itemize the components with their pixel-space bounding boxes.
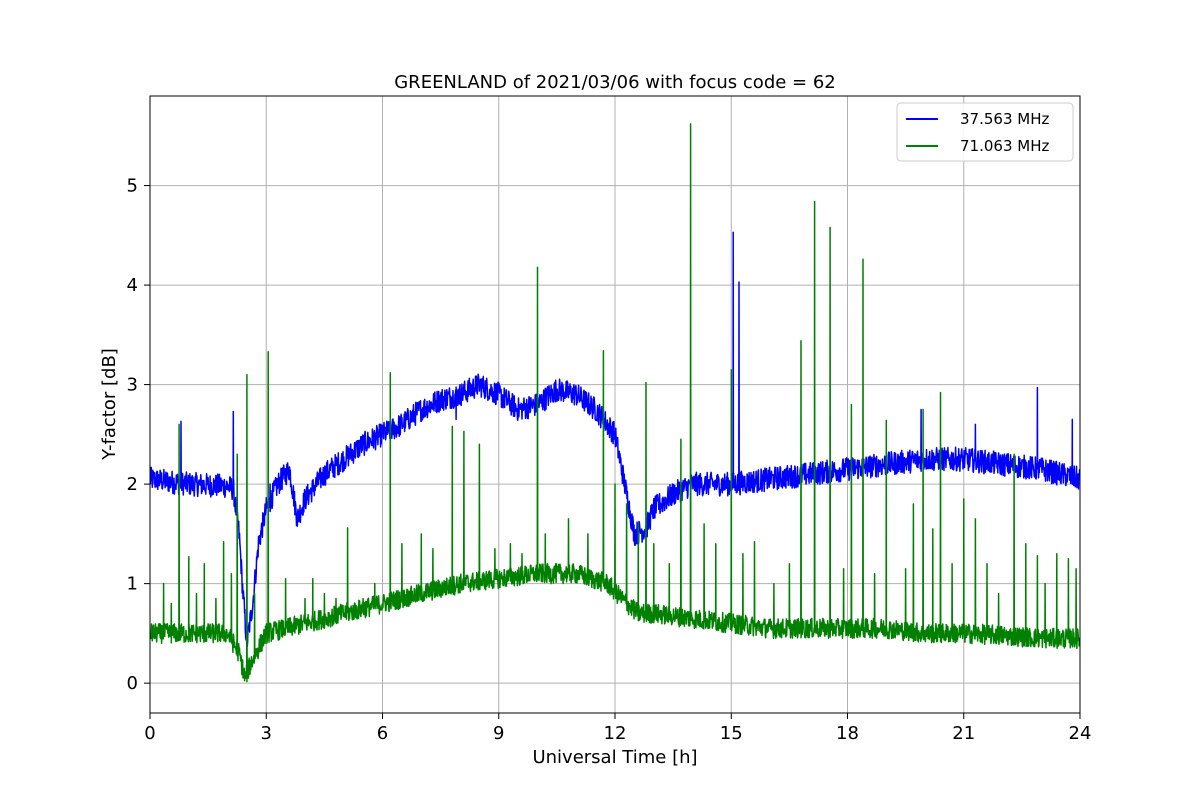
y-tick-label: 2 <box>127 474 138 495</box>
x-tick-label: 24 <box>1069 723 1092 744</box>
legend-label-71mhz: 71.063 MHz <box>960 137 1049 155</box>
x-tick-label: 12 <box>604 723 627 744</box>
x-tick-label: 18 <box>836 723 859 744</box>
x-tick-label: 0 <box>144 723 155 744</box>
x-tick-label: 9 <box>493 723 504 744</box>
x-axis-label: Universal Time [h] <box>532 747 697 768</box>
chart-title: GREENLAND of 2021/03/06 with focus code … <box>394 72 836 93</box>
y-tick-label: 4 <box>127 275 138 296</box>
y-tick-label: 0 <box>127 673 138 694</box>
x-tick-label: 15 <box>720 723 743 744</box>
series-group <box>150 123 1080 683</box>
y-axis: 0 1 2 3 4 5 <box>127 176 150 694</box>
x-tick-label: 3 <box>261 723 272 744</box>
y-tick-label: 3 <box>127 375 138 396</box>
legend: 37.563 MHz 71.063 MHz <box>896 102 1074 162</box>
x-axis: 0 3 6 9 12 15 18 21 24 <box>144 713 1091 744</box>
series-line-1 <box>150 123 1080 683</box>
y-axis-label: Y-factor [dB] <box>99 348 120 461</box>
x-tick-label: 21 <box>952 723 975 744</box>
series-line-0 <box>150 231 1080 647</box>
y-tick-label: 1 <box>127 574 138 595</box>
x-tick-label: 6 <box>377 723 388 744</box>
plot-area <box>150 123 1080 683</box>
y-tick-label: 5 <box>127 176 138 197</box>
legend-label-37mhz: 37.563 MHz <box>960 110 1049 128</box>
legend-box <box>896 102 1074 162</box>
